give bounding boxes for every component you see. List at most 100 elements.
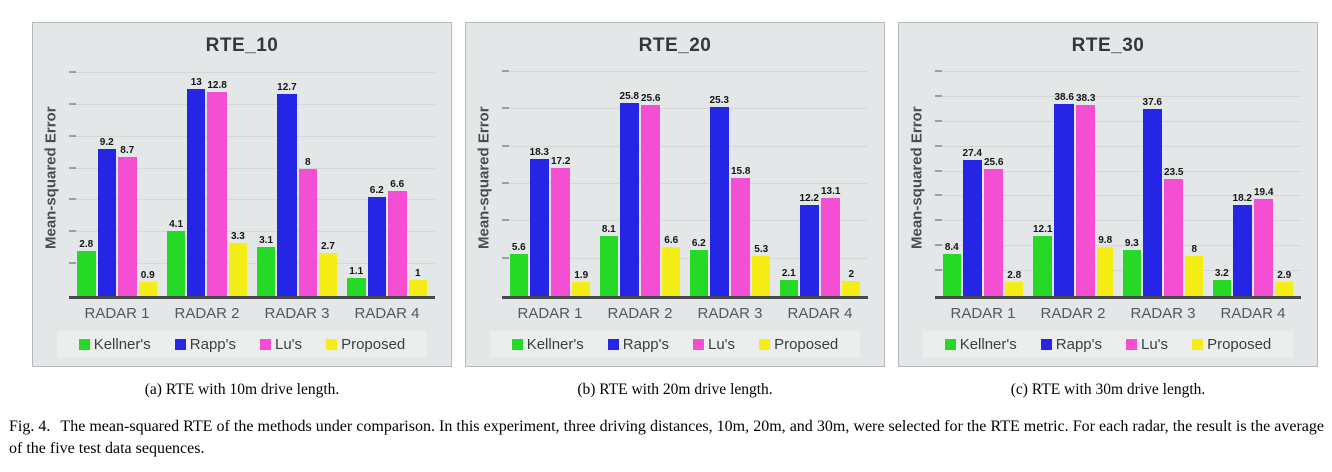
- legend-swatch: [260, 338, 271, 350]
- legend-swatch: [1040, 338, 1052, 350]
- legend: Kellner's Rapp's Lu's Proposed: [56, 330, 428, 358]
- bar-column: 8.1: [600, 57, 618, 296]
- bar-groups: 5.6 18.3 17.2 1.9 8.1 25.8 25.6 6.6 6.2 25.3 15.8 5…: [502, 57, 868, 296]
- bar-column: 9.2: [97, 57, 116, 296]
- legend-item: Proposed: [1192, 336, 1271, 353]
- y-axis-tick: [502, 219, 509, 222]
- y-axis-tick: [69, 262, 76, 265]
- plot-row: Mean-squared Error 2.8 9.2 8.7 0.9 4.1 13 12.8…: [33, 57, 451, 299]
- bar-column: 3.3: [228, 57, 247, 296]
- legend-swatch: [944, 338, 956, 350]
- chart-panel-rte10: RTE_10 Mean-squared Error 2.8 9.2 8.7 0.9 4.…: [32, 22, 452, 367]
- bar-column: 8: [1185, 57, 1203, 296]
- bar-value-label: 23.5: [1164, 167, 1184, 178]
- bar-value-label: 25.6: [984, 156, 1004, 168]
- legend-label: Lu's: [708, 335, 736, 353]
- legend-wrap: Kellner's Rapp's Lu's Proposed: [33, 322, 451, 366]
- bar-column: 23.5: [1164, 57, 1184, 296]
- bar-value-label: 25.3: [709, 95, 729, 107]
- bar-column: 2.9: [1275, 57, 1293, 296]
- y-axis-tick: [935, 69, 942, 72]
- legend-item: Lu's: [1126, 336, 1168, 353]
- y-axis-tick: [502, 181, 509, 184]
- y-axis-tick: [935, 169, 942, 172]
- x-axis-labels: RADAR 1 RADAR 2 RADAR 3 RADAR 4: [502, 305, 868, 322]
- bar: [257, 246, 276, 296]
- legend: Kellner's Rapp's Lu's Proposed: [922, 330, 1294, 358]
- bar: [1097, 247, 1113, 296]
- x-category-label: RADAR 1: [950, 305, 1016, 322]
- bar-column: 3.2: [1213, 57, 1231, 296]
- legend-swatch: [1192, 338, 1204, 350]
- bar: [1275, 281, 1293, 296]
- legend-label: Proposed: [341, 335, 406, 353]
- bar-column: 3.1: [257, 57, 276, 296]
- y-axis-tick: [69, 102, 76, 105]
- figure-caption-label: Fig. 4.: [9, 418, 51, 435]
- figure-caption-text: The mean-squared RTE of the methods unde…: [9, 418, 1325, 457]
- bar-column: 15.8: [731, 57, 751, 296]
- bar-group: 2.1 12.2 13.1 2: [780, 57, 860, 296]
- gridline: [69, 231, 435, 233]
- bar: [367, 197, 386, 296]
- bar: [97, 149, 116, 296]
- bar-group: 4.1 13 12.8 3.3: [167, 57, 247, 296]
- bar-value-label: 27.4: [962, 147, 982, 159]
- bar: [641, 104, 661, 296]
- x-category-label: RADAR 4: [1220, 305, 1286, 322]
- bar: [690, 249, 708, 296]
- chart-title: RTE_20: [638, 35, 712, 56]
- gridline: [502, 220, 868, 222]
- bar: [709, 107, 729, 296]
- bar: [318, 252, 337, 296]
- bar-value-label: 1.9: [574, 269, 589, 281]
- bar-value-label: 8: [1191, 244, 1198, 256]
- x-category-label: RADAR 1: [84, 305, 150, 322]
- legend-item: Rapp's: [1040, 335, 1102, 353]
- gridline: [935, 145, 1301, 147]
- bar: [842, 281, 860, 296]
- bar: [1142, 108, 1162, 296]
- gridline: [69, 103, 435, 105]
- bar: [780, 280, 798, 296]
- bar-column: 9.3: [1123, 57, 1141, 296]
- y-axis-label: Mean-squared Error: [908, 106, 926, 250]
- bar-column: 12.8: [207, 57, 227, 296]
- chart-title: RTE_30: [1071, 35, 1145, 56]
- bar-group: 6.2 25.3 15.8 5.3: [690, 57, 770, 296]
- chart-panel-rte20: RTE_20 Mean-squared Error 5.6 18.3 17.2 1.9…: [465, 22, 885, 367]
- legend-swatch: [174, 338, 186, 350]
- bar-column: 27.4: [962, 57, 982, 296]
- bar-value-label: 13: [190, 76, 202, 88]
- bar-value-label: 5.6: [511, 242, 526, 254]
- bar-group: 8.4 27.4 25.6 2.8: [943, 57, 1023, 296]
- figure-panels: RTE_10 Mean-squared Error 2.8 9.2 8.7 0.9 4.…: [32, 22, 1318, 367]
- bar-value-label: 2.8: [79, 239, 94, 251]
- legend-swatch: [326, 338, 338, 350]
- bar-group: 2.8 9.2 8.7 0.9: [77, 57, 157, 296]
- legend-label: Rapp's: [622, 335, 669, 353]
- panel-caption-c: (c) RTE with 30m drive length.: [1010, 381, 1206, 398]
- bar-column: 13: [187, 57, 206, 296]
- bar: [1185, 256, 1203, 296]
- y-axis-tick: [935, 144, 942, 147]
- bar-value-label: 25.6: [641, 92, 661, 104]
- y-axis-label: Mean-squared Error: [475, 106, 493, 250]
- legend-label: Rapp's: [1055, 335, 1102, 353]
- bar: [1033, 235, 1053, 296]
- bar: [662, 246, 680, 296]
- gridline: [502, 145, 868, 147]
- plot-area: 8.4 27.4 25.6 2.8 12.1 38.6 38.3 9.8 9.3 37.6 23.5…: [935, 57, 1301, 299]
- bar-column: 37.6: [1142, 57, 1162, 296]
- legend-item: Proposed: [326, 336, 405, 353]
- gridline: [69, 263, 435, 265]
- bar-value-label: 12.7: [277, 81, 297, 93]
- bar-value-label: 9.2: [99, 137, 114, 149]
- legend-label: Rapp's: [189, 335, 236, 353]
- bar: [510, 254, 528, 296]
- bar-column: 4.1: [167, 57, 186, 296]
- chart-title: RTE_10: [205, 35, 279, 56]
- bar-column: 12.2: [799, 57, 819, 296]
- y-axis-tick: [935, 194, 942, 197]
- bar-column: 1.1: [347, 57, 366, 296]
